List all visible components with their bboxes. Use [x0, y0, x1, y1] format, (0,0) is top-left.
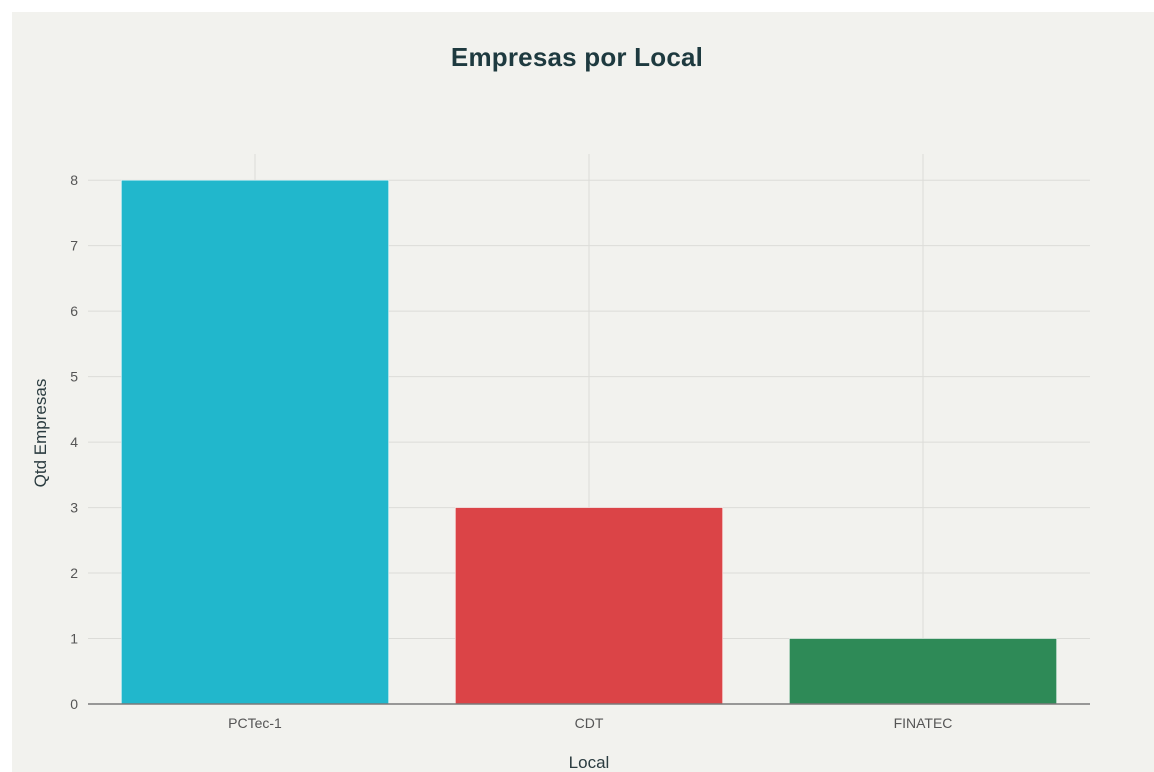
x-tick-label: FINATEC	[894, 715, 953, 731]
bars	[121, 179, 1057, 705]
y-tick-label: 7	[70, 238, 78, 254]
y-tick-label: 4	[70, 434, 78, 450]
bar-finatec[interactable]	[789, 638, 1057, 705]
chart-title: Empresas por Local	[450, 42, 704, 72]
y-tick-labels: 0 1 2 3 4 5 6 7 8	[70, 172, 78, 712]
y-tick-label: 8	[70, 172, 78, 188]
y-axis-title: Qtd Empresas	[31, 379, 50, 488]
bar-cdt[interactable]	[455, 507, 723, 705]
x-tick-label: PCTec-1	[228, 715, 282, 731]
y-tick-label: 2	[70, 565, 78, 581]
x-axis-title: Local	[569, 753, 610, 772]
x-tick-labels: PCTec-1 CDT FINATEC	[228, 715, 952, 731]
bar-pctec-1[interactable]	[121, 179, 389, 705]
y-tick-label: 0	[70, 696, 78, 712]
y-tick-label: 3	[70, 500, 78, 516]
y-tick-label: 5	[70, 369, 78, 385]
x-tick-label: CDT	[575, 715, 604, 731]
y-tick-label: 1	[70, 631, 78, 647]
y-tick-label: 6	[70, 303, 78, 319]
